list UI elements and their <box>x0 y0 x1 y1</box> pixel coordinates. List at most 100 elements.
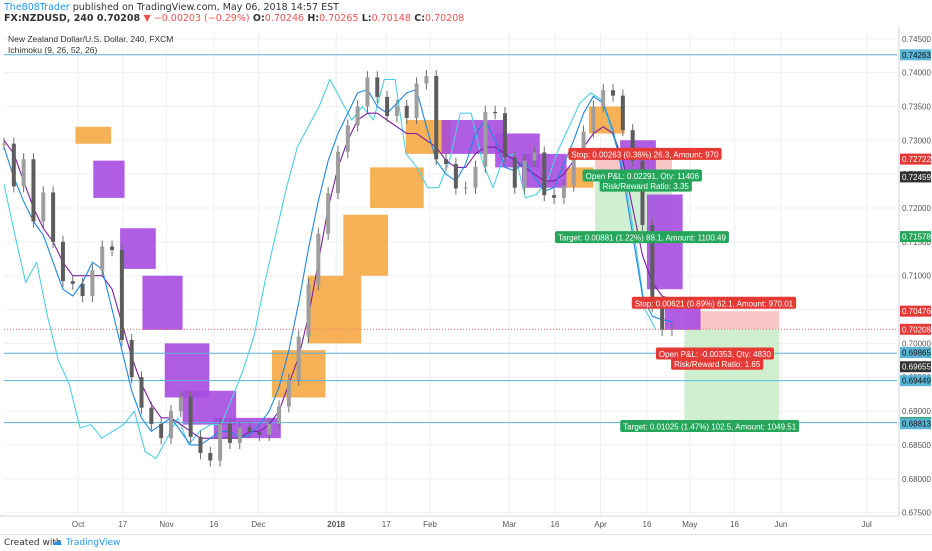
position-annotation: Open P&L: 0.02291, Qty: 11406 <box>582 169 702 182</box>
time-axis-tick: Mar <box>503 520 517 529</box>
candle-body <box>502 113 507 158</box>
candle-body <box>267 423 272 435</box>
symbol-label: FX:NZDUSD, 240 <box>4 13 94 24</box>
price-axis-label: 0.70476 <box>900 305 931 317</box>
annotation-text: Stop: 0.00263 (0.36%) 26.3, Amount: 970 <box>571 150 719 159</box>
ichimoku-cloud-segment <box>664 302 701 330</box>
candle-body <box>581 131 586 154</box>
price-axis-tick: 0.68500 <box>902 441 931 450</box>
candle-body <box>542 152 547 196</box>
low-label: L: <box>361 13 372 24</box>
candle-body <box>552 195 557 198</box>
candle-body <box>463 187 468 189</box>
annotation-box <box>568 147 722 160</box>
candle-body <box>296 336 301 380</box>
annotation-box <box>671 357 764 370</box>
time-axis-tick: 17 <box>118 520 127 529</box>
price-axis-label-text: 0.69865 <box>902 349 931 358</box>
last-price: 0.70208 <box>96 13 141 24</box>
candle-body <box>80 283 85 296</box>
candle-body <box>237 427 242 443</box>
price-axis-label-bg <box>900 231 931 243</box>
chart-header: The808Trader published on TradingView.co… <box>0 0 932 26</box>
price-axis-label-bg <box>900 375 931 387</box>
price-axis-label: 0.71578 <box>900 231 931 243</box>
price-change: ▼ −0.00203 (−0.29%) <box>143 13 250 24</box>
annotation-box <box>554 231 729 244</box>
candle-body <box>375 77 380 97</box>
candle-body <box>90 270 95 296</box>
close-label: C: <box>414 13 425 24</box>
candle-body <box>178 396 183 412</box>
candle-body <box>31 159 36 222</box>
price-axis-label: 0.70208 <box>900 323 931 335</box>
candle-body <box>493 111 498 114</box>
candle-body <box>218 423 223 461</box>
ichimoku-cloud-segment <box>588 106 625 134</box>
candle-body <box>483 111 488 167</box>
candle-body <box>41 192 46 222</box>
symbol-ohlc-line: FX:NZDUSD, 240 0.70208 ▼ −0.00203 (−0.29… <box>4 13 464 24</box>
price-axis-label: 0.69865 <box>900 347 931 359</box>
candle-body <box>168 411 173 439</box>
price-axis-label-bg <box>900 49 931 61</box>
ichimoku-cloud-segment <box>93 160 125 198</box>
candle-body <box>316 233 321 285</box>
candle-body <box>571 153 576 186</box>
position-annotation: Stop: 0.00621 (0.89%) 62.1, Amount: 970.… <box>631 296 797 309</box>
publish-info: The808Trader published on TradingView.co… <box>4 2 339 13</box>
candle-body <box>100 246 105 271</box>
candle-body <box>139 377 144 408</box>
ichimoku-cloud-segment <box>120 228 156 269</box>
time-axis-tick: 16 <box>209 520 218 529</box>
candle-body <box>630 130 635 161</box>
price-axis-label: 0.74263 <box>900 49 931 61</box>
price-chart[interactable]: Stop: 0.00263 (0.36%) 26.3, Amount: 970 O… <box>0 26 932 534</box>
price-axis-label-text: 0.72459 <box>902 173 931 182</box>
tradingview-link[interactable]: TradingView <box>66 538 121 548</box>
price-axis-tick: 0.74000 <box>902 69 931 78</box>
candle-body <box>247 427 252 433</box>
price-axis-label-bg <box>900 305 931 317</box>
candle-body <box>453 164 458 189</box>
author-link[interactable]: The808Trader <box>4 2 70 13</box>
annotation-box <box>655 347 774 360</box>
candle-body <box>669 329 674 331</box>
annotation-text: Risk/Reward Ratio: 3.35 <box>603 182 690 191</box>
candle-body <box>70 281 75 284</box>
candle-body <box>188 396 193 437</box>
price-axis-label-bg <box>900 347 931 359</box>
annotation-text: Target: 0.01025 (1.47%) 102.5, Amount: 1… <box>623 422 797 431</box>
candle-body <box>326 193 331 234</box>
price-axis-label-text: 0.70476 <box>902 307 931 316</box>
low-value: 0.70148 <box>371 13 411 24</box>
candle-body <box>51 192 56 242</box>
time-axis-tick: Dec <box>251 520 265 529</box>
candle-body <box>129 340 134 378</box>
candle-body <box>21 159 26 187</box>
ichimoku-cloud-segment <box>307 275 362 344</box>
ichimoku-cloud-segment <box>343 214 388 276</box>
ichimoku-cloud-segment <box>441 120 505 154</box>
annotation-box <box>631 296 797 309</box>
time-axis-tick: 16 <box>643 520 652 529</box>
price-axis-label-bg <box>900 418 931 430</box>
candle-body <box>355 106 360 126</box>
position-annotation: Risk/Reward Ratio: 1.65 <box>671 357 764 370</box>
ichimoku-cloud-segment <box>142 275 183 330</box>
time-axis-tick: May <box>682 520 697 529</box>
short-position-stop-zone <box>684 311 780 330</box>
time-axis-tick: Nov <box>159 520 173 529</box>
candle-body <box>11 143 16 187</box>
price-axis-tick: 0.73000 <box>902 136 931 145</box>
ichimoku-cloud-segment <box>370 167 424 208</box>
annotation-box <box>620 419 800 432</box>
chart-area[interactable]: Stop: 0.00263 (0.36%) 26.3, Amount: 970 O… <box>0 26 932 534</box>
time-axis-tick: Jun <box>774 520 787 529</box>
candle-body <box>660 306 665 330</box>
time-axis-tick: Feb <box>423 520 437 529</box>
candle-body <box>434 76 439 160</box>
legend-indicator: Ichimoku (9, 26, 52, 26) <box>8 45 97 55</box>
candle-body <box>286 379 291 407</box>
candle-body <box>424 76 429 84</box>
